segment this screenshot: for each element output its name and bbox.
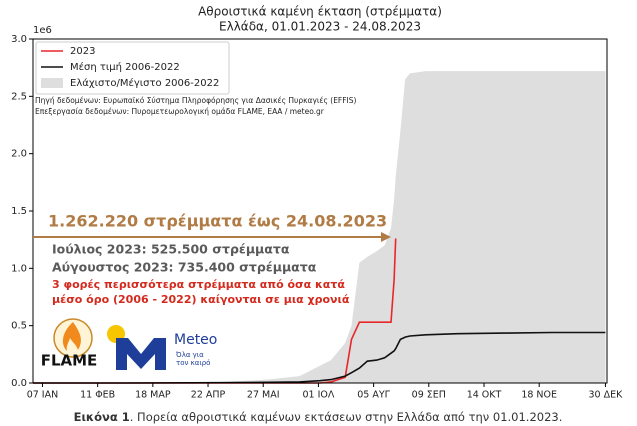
y-tick-label: 2.5 — [11, 91, 27, 102]
y-tick-label: 0.5 — [11, 321, 27, 332]
x-tick-label: 07 ΙΑΝ — [27, 390, 59, 401]
flame-logo: FLAME — [41, 318, 98, 370]
y-tick-label: 0.0 — [11, 378, 27, 389]
x-tick-label: 11 ΦΕΒ — [80, 390, 115, 401]
x-tick-label: 18 ΜΑΡ — [135, 390, 171, 401]
caption-label: Εικόνα 1 — [74, 410, 130, 424]
plot-area: 0.0 0.5 1.0 1.5 2.0 2.5 3.0 07 ΙΑΝ 11 ΦΕΒ 18 ΜΑΡ 2… — [11, 34, 623, 401]
legend: 2023 Μέση τιμή 2006-2022 Ελάχιστο/Μέγιστο … — [35, 41, 230, 95]
meteo-text: Meteo — [174, 332, 217, 348]
chart-subtitle: Ελλάδα, 01.01.2023 - 24.08.2023 — [219, 20, 421, 34]
annotation: 1.262.220 στρέμματα έως 24.08.2023 — [48, 212, 387, 231]
flame-icon — [62, 322, 81, 351]
flame-text: FLAME — [41, 352, 98, 370]
meteo-tagline: τον καιρό — [176, 359, 210, 367]
meteo-mark — [116, 338, 166, 370]
annotation: 3 φορές περισσότερα στρέμματα από όσα κα… — [52, 278, 345, 291]
source-note: Επεξεργασία δεδομένων: Πυρομετεωρολογική… — [35, 107, 325, 116]
y-tick-label: 2.0 — [11, 149, 27, 160]
annotation: Αύγουστος 2023: 735.400 στρέμματα — [52, 260, 317, 275]
annotation: Ιούλιος 2023: 525.500 στρέμματα — [52, 242, 290, 257]
y-scale-label: 1e6 — [33, 25, 52, 36]
x-tick-label: 09 ΣΕΠ — [412, 390, 446, 401]
annotation: μέσο όρο (2006 - 2022) καίγονται σε μια … — [52, 293, 350, 306]
x-tick-label: 27 ΜΑΙ — [247, 390, 280, 401]
y-tick-label: 1.0 — [11, 263, 27, 274]
legend-box — [35, 41, 230, 95]
caption-text: . Πορεία αθροιστικά καμένων εκτάσεων στη… — [130, 410, 563, 424]
y-tick-label: 3.0 — [11, 34, 27, 45]
legend-label: 2023 — [70, 46, 95, 57]
chart-title: Αθροιστικά καμένη έκταση (στρέμματα) — [198, 5, 442, 19]
x-tick-label: 14 ΟΚΤ — [467, 390, 502, 401]
x-tick-label: 18 ΝΟΕ — [521, 390, 557, 401]
caption: Εικόνα 1. Πορεία αθροιστικά καμένων εκτά… — [74, 410, 563, 424]
source-note: Πηγή δεδομένων: Ευρωπαϊκό Σύστημα Πληροφ… — [35, 96, 357, 105]
x-tick-label: 30 ΔΕΚ — [589, 390, 624, 401]
x-tick-label: 22 ΑΠΡ — [191, 390, 226, 401]
y-tick-label: 1.5 — [11, 206, 27, 217]
meteo-tagline: Όλα για — [175, 351, 204, 359]
series-line — [33, 331, 606, 384]
x-tick-label: 05 ΑΥΓ — [357, 390, 390, 401]
legend-label: Μέση τιμή 2006-2022 — [70, 61, 180, 73]
legend-label: Ελάχιστο/Μέγιστο 2006-2022 — [70, 77, 219, 89]
x-tick-label: 01 ΙΟΛ — [302, 390, 334, 401]
legend-swatch — [41, 78, 63, 88]
annotation-arrowhead — [381, 232, 391, 242]
meteo-logo: Meteo Όλα για τον καιρό — [107, 325, 217, 370]
band-area — [33, 71, 606, 384]
